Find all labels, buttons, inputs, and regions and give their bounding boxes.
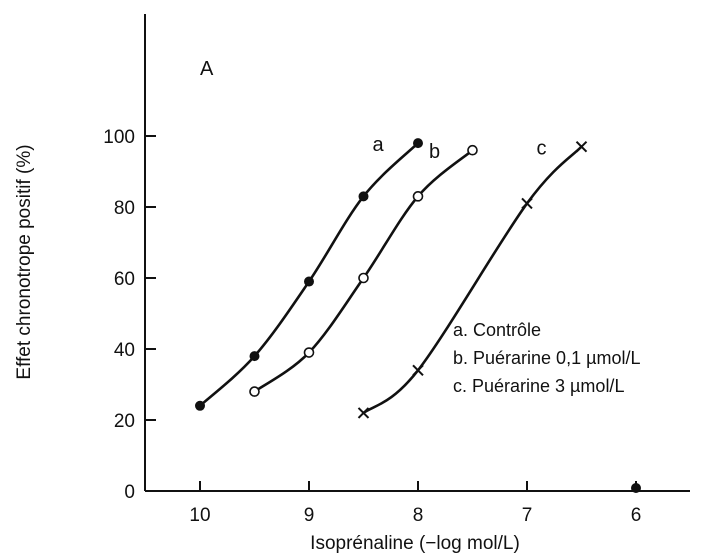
data-point-a xyxy=(413,138,423,149)
data-point-c xyxy=(521,197,533,210)
series-line-a xyxy=(198,141,420,408)
data-point-c xyxy=(412,364,424,377)
data-point-b xyxy=(358,272,369,284)
markers xyxy=(195,138,641,493)
data-point-c xyxy=(575,140,588,153)
y-tick-label: 60 xyxy=(114,269,135,290)
x-tick-label: 6 xyxy=(631,505,642,526)
data-point-a xyxy=(249,351,260,362)
x-axis-label: Isoprénaline (−log mol/L) xyxy=(310,533,520,554)
panel-label: A xyxy=(200,58,214,80)
x-tick-label: 7 xyxy=(522,505,533,526)
y-tick-label: 100 xyxy=(103,127,135,148)
curves xyxy=(198,141,583,415)
data-point-extra xyxy=(631,483,641,493)
y-tick-label: 20 xyxy=(114,411,135,432)
data-point-a xyxy=(195,400,205,411)
data-point-a xyxy=(304,276,314,287)
legend-entry-b: b. Puérarine 0,1 µmol/L xyxy=(453,348,640,368)
legend: a. Contrôle b. Puérarine 0,1 µmol/L c. P… xyxy=(453,320,640,396)
y-tick-label: 0 xyxy=(124,482,135,503)
y-tick-label: 40 xyxy=(114,340,135,361)
x-ticks: 10 9 8 7 6 xyxy=(189,481,641,526)
axes xyxy=(144,14,690,492)
data-point-a xyxy=(358,191,369,202)
x-tick-label: 10 xyxy=(189,505,210,526)
series-line-c xyxy=(362,145,583,415)
data-point-b xyxy=(412,191,424,202)
data-point-c xyxy=(357,407,370,419)
curve-labels: a b c xyxy=(372,134,546,163)
y-ticks: 0 20 40 60 80 100 xyxy=(103,127,156,503)
data-point-b xyxy=(467,144,478,156)
curve-label-a: a xyxy=(372,134,384,156)
y-axis-label: Effet chronotrope positif (%) xyxy=(14,144,35,379)
data-point-b xyxy=(303,347,315,358)
legend-entry-c: c. Puérarine 3 µmol/L xyxy=(453,376,624,396)
x-tick-label: 9 xyxy=(304,505,315,526)
curve-label-b: b xyxy=(429,141,440,163)
curve-label-c: c xyxy=(537,138,547,160)
y-tick-label: 80 xyxy=(114,198,135,219)
data-point-b xyxy=(249,386,260,397)
x-tick-label: 8 xyxy=(413,505,424,526)
series-line-b xyxy=(253,148,474,393)
legend-entry-a: a. Contrôle xyxy=(453,320,541,340)
